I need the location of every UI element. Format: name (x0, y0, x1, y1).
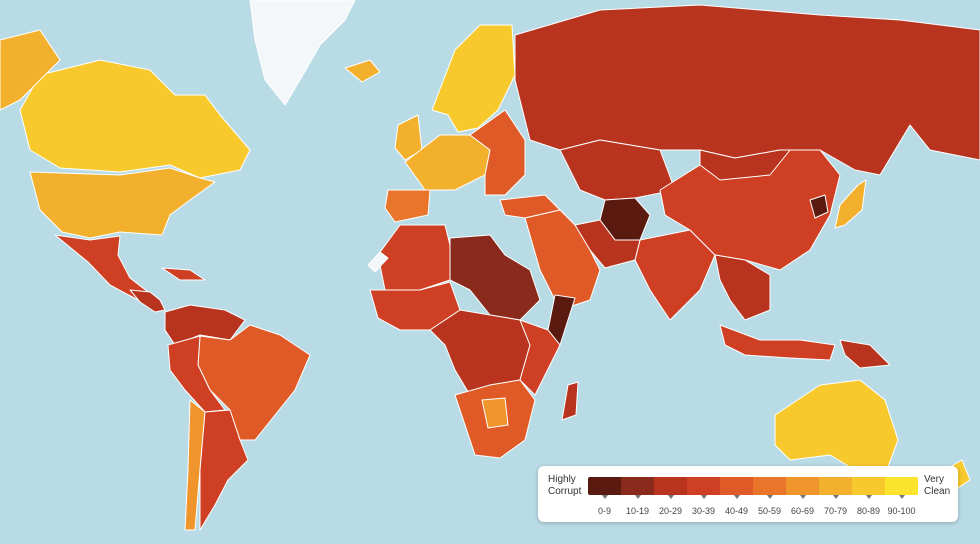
legend-tick-60-69 (786, 495, 819, 501)
legend-left-line2: Corrupt (548, 486, 582, 497)
legend-range-30-39: 30-39 (691, 506, 716, 516)
legend-tick-80-89 (852, 495, 885, 501)
legend-tick-90-100 (885, 495, 918, 501)
legend-swatch-80-89 (852, 477, 885, 495)
legend-label-highly-corrupt: Highly Corrupt (548, 474, 581, 498)
legend-swatch-30-39 (687, 477, 720, 495)
legend-tick-20-29 (654, 495, 687, 501)
legend-range-20-29: 20-29 (658, 506, 683, 516)
region-eastern-europe[interactable] (469, 109, 526, 196)
legend-right-line1: Very (924, 474, 945, 485)
legend-swatch-40-49 (720, 477, 753, 495)
legend-left-line1: Highly (548, 474, 576, 485)
legend: Highly Corrupt 0-9 10-19 20-29 30-39 40-49 50… (538, 466, 958, 522)
region-botswana[interactable] (481, 397, 509, 429)
region-western-sahara[interactable] (367, 251, 389, 273)
region-central-america[interactable] (129, 289, 166, 313)
region-iceland[interactable] (344, 59, 381, 83)
region-libya-sudan[interactable] (449, 234, 541, 321)
region-papua[interactable] (839, 339, 891, 369)
region-japan[interactable] (834, 179, 867, 229)
legend-swatch-60-69 (786, 477, 819, 495)
region-usa[interactable] (29, 167, 216, 239)
region-scandinavia[interactable] (431, 24, 516, 133)
legend-range-labels: 0-9 10-19 20-29 30-39 40-49 50-59 60-69 70-79 80… (588, 506, 918, 516)
legend-range-0-9: 0-9 (597, 506, 611, 516)
legend-range-50-59: 50-59 (757, 506, 782, 516)
region-north-korea[interactable] (809, 194, 829, 219)
legend-tick-70-79 (819, 495, 852, 501)
region-mongolia[interactable] (699, 149, 791, 181)
region-southeast-asia[interactable] (714, 254, 771, 321)
legend-range-40-49: 40-49 (724, 506, 749, 516)
legend-tick-30-39 (687, 495, 720, 501)
legend-label-very-clean: Very Clean (924, 474, 950, 498)
legend-range-90-100: 90-100 (887, 506, 916, 516)
region-canada[interactable] (19, 59, 251, 179)
legend-right-line2: Clean (924, 486, 951, 497)
region-madagascar[interactable] (561, 381, 579, 421)
region-central-asia[interactable] (559, 139, 676, 201)
legend-tick-0-9 (588, 495, 621, 501)
legend-color-scale (588, 477, 918, 495)
region-argentina[interactable] (199, 409, 249, 531)
legend-tick-40-49 (720, 495, 753, 501)
legend-tick-50-59 (753, 495, 786, 501)
legend-ticks (588, 495, 918, 501)
legend-swatch-70-79 (819, 477, 852, 495)
legend-swatch-50-59 (753, 477, 786, 495)
legend-swatch-90-100 (885, 477, 918, 495)
region-east-africa[interactable] (519, 319, 561, 396)
legend-swatch-10-19 (621, 477, 654, 495)
region-iberia[interactable] (384, 189, 431, 223)
legend-range-60-69: 60-69 (790, 506, 815, 516)
legend-swatch-20-29 (654, 477, 687, 495)
legend-tick-10-19 (621, 495, 654, 501)
region-pakistan-iran[interactable] (574, 219, 641, 269)
region-mexico[interactable] (54, 234, 149, 301)
region-caribbean[interactable] (161, 267, 206, 281)
region-alaska[interactable] (0, 29, 61, 111)
legend-range-80-89: 80-89 (856, 506, 881, 516)
region-greenland[interactable] (249, 0, 356, 106)
legend-swatch-0-9 (588, 477, 621, 495)
legend-range-70-79: 70-79 (823, 506, 848, 516)
region-indonesia[interactable] (719, 324, 836, 361)
legend-range-10-19: 10-19 (625, 506, 650, 516)
